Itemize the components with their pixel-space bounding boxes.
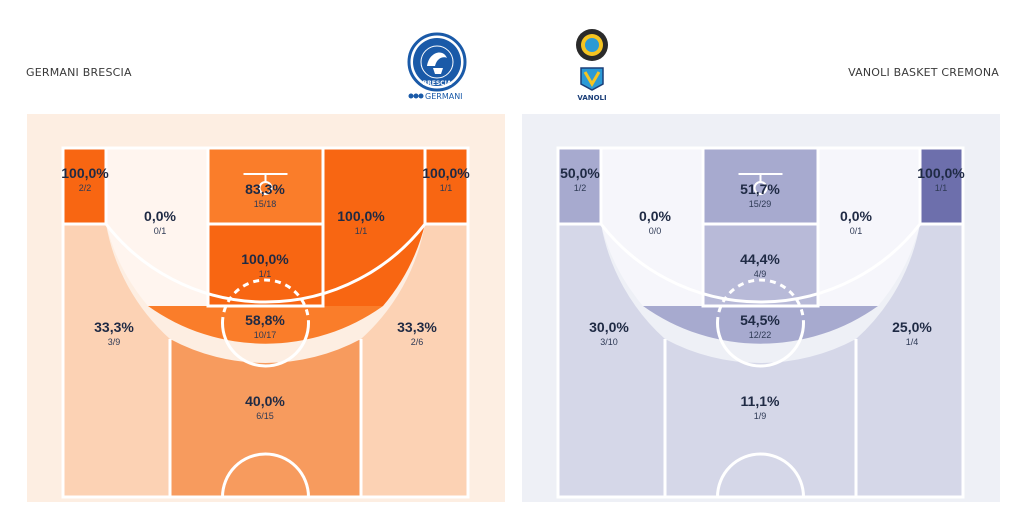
right-attempts-paint-top: 15/29 — [749, 199, 772, 209]
left-pct-left-corner-3: 100,0% — [61, 165, 109, 181]
left-attempts-left-wing-3: 3/9 — [108, 337, 121, 347]
right-attempts-right-corner-3: 1/1 — [935, 183, 948, 193]
left-attempts-right-corner-3: 1/1 — [440, 183, 453, 193]
right-zone-top-3 — [665, 339, 856, 497]
left-line-lane — [206, 146, 325, 308]
left-attempts-top-3: 6/15 — [256, 411, 274, 421]
left-zone-right-wing-3 — [361, 224, 468, 497]
left-attempts-left-midrange: 0/1 — [154, 226, 167, 236]
left-zone-right-corner-3 — [425, 148, 468, 224]
left-line-center-circle — [221, 452, 310, 498]
left-line-ft-circle-top — [221, 278, 310, 324]
team-left-logo-text: BRESCIA — [423, 80, 452, 87]
left-line-three-arc — [104, 223, 427, 304]
right-attempts-left-midrange: 0/0 — [649, 226, 662, 236]
left-rim — [258, 181, 273, 195]
right-line-ft-circle-bottom — [716, 322, 805, 368]
right-zone-paint-middle — [703, 224, 818, 306]
right-pct-paint-middle: 44,4% — [740, 251, 780, 267]
left-zone-paint-middle — [208, 224, 323, 306]
right-zone-right-wing-3 — [856, 224, 963, 497]
right-pct-right-midrange: 0,0% — [840, 208, 872, 224]
right-rim — [753, 181, 768, 195]
left-pct-left-wing-3: 33,3% — [94, 319, 134, 335]
left-attempts-left-corner-3: 2/2 — [79, 183, 92, 193]
right-pct-top-of-key-midrange: 54,5% — [740, 312, 780, 328]
right-attempts-paint-middle: 4/9 — [754, 269, 767, 279]
right-zone-left-wing-3 — [558, 224, 665, 497]
left-attempts-paint-top: 15/18 — [254, 199, 277, 209]
left-pct-left-midrange: 0,0% — [144, 208, 176, 224]
left-zone-paint-top — [208, 148, 323, 224]
right-pct-left-wing-3: 30,0% — [589, 319, 629, 335]
left-pct-paint-top: 83,3% — [245, 181, 285, 197]
left-pct-top-3: 40,0% — [245, 393, 285, 409]
left-attempts-top-of-key-midrange: 10/17 — [254, 330, 277, 340]
left-zone-left-wing-3 — [63, 224, 170, 497]
right-attempts-right-wing-3: 1/4 — [906, 337, 919, 347]
left-line-ft-circle-bottom — [221, 322, 310, 368]
left-zone-left-midrange — [106, 148, 208, 306]
left-pct-paint-middle: 100,0% — [241, 251, 289, 267]
right-line-three-arc — [599, 223, 922, 304]
left-zone-top-of-key — [148, 306, 383, 344]
right-court: 50,0% 1/2 0,0% 0/0 51,7% 15/29 44,4% 4/9 0,0% 0/1… — [522, 114, 1000, 502]
left-attempts-right-wing-3: 2/6 — [411, 337, 424, 347]
team-right-logo-sponsor: VANOLI — [577, 94, 606, 102]
right-zone-top-of-key — [643, 306, 878, 344]
right-zone-paint-top — [703, 148, 818, 224]
right-pct-top-3: 11,1% — [741, 393, 780, 409]
right-zone-right-midrange — [818, 148, 920, 306]
left-court: 100,0% 2/2 0,0% 0/1 83,3% 15/18 100,0% 1/1 100,0… — [27, 114, 505, 502]
left-attempts-paint-middle: 1/1 — [259, 269, 272, 279]
right-zone-right-corner-3 — [920, 148, 963, 224]
team-right-logo: VANOLI — [576, 29, 608, 102]
right-pct-right-wing-3: 25,0% — [892, 319, 932, 335]
right-pct-left-midrange: 0,0% — [639, 208, 671, 224]
right-pct-paint-top: 51,7% — [740, 181, 780, 197]
left-zone-left-corner-3 — [63, 148, 106, 224]
team-right-name: VANOLI BASKET CREMONA — [848, 66, 999, 79]
left-zone-top-3 — [170, 339, 361, 497]
left-attempts-right-midrange: 1/1 — [355, 226, 368, 236]
right-attempts-left-wing-3: 3/10 — [600, 337, 618, 347]
team-left-name: GERMANI BRESCIA — [26, 66, 132, 79]
right-attempts-right-midrange: 0/1 — [850, 226, 863, 236]
right-attempts-top-of-key-midrange: 12/22 — [749, 330, 772, 340]
team-left-logo: BRESCIA GERMANI — [407, 32, 467, 100]
team-left-logo-sponsor: GERMANI — [425, 92, 463, 100]
right-attempts-left-corner-3: 1/2 — [574, 183, 587, 193]
right-zone-left-corner-3 — [558, 148, 601, 224]
right-zone-left-midrange — [601, 148, 703, 306]
left-pct-right-midrange: 100,0% — [337, 208, 385, 224]
left-zone-right-midrange — [323, 148, 425, 306]
right-line-ft-circle-top — [716, 278, 805, 324]
right-line-lane — [701, 146, 820, 308]
right-attempts-top-3: 1/9 — [754, 411, 767, 421]
left-pct-right-corner-3: 100,0% — [422, 165, 470, 181]
right-pct-right-corner-3: 100,0% — [917, 165, 965, 181]
left-pct-top-of-key-midrange: 58,8% — [245, 312, 285, 328]
right-line-center-circle — [716, 452, 805, 498]
left-pct-right-wing-3: 33,3% — [397, 319, 437, 335]
right-pct-left-corner-3: 50,0% — [560, 165, 600, 181]
